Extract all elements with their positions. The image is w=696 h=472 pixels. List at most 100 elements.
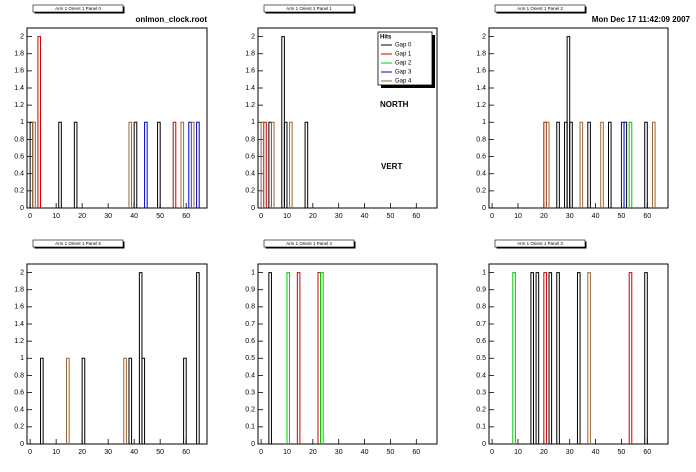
y-tick-label: 1.8 (14, 287, 24, 294)
histogram-bin (123, 357, 127, 444)
histogram-bin (73, 121, 78, 208)
y-tick-label: 1 (251, 119, 255, 126)
y-tick-label: 0.6 (245, 338, 255, 345)
y-tick-label: 0.2 (476, 407, 486, 414)
title-box (494, 239, 586, 248)
title-box (494, 4, 586, 13)
x-tick-label: 40 (592, 213, 600, 220)
histogram-bin (628, 121, 633, 208)
histogram-bin (260, 121, 265, 208)
y-tick-label: 1.2 (14, 338, 24, 345)
histogram-bin (37, 36, 42, 208)
y-tick-label: 0.7 (245, 321, 255, 328)
y-tick-label: 0.4 (245, 372, 255, 379)
y-tick-label: 1.4 (14, 321, 24, 328)
y-tick-label: 1.6 (476, 68, 486, 75)
histogram-bin (587, 272, 591, 444)
y-tick-label: 1.4 (245, 85, 255, 92)
x-tick-label: 20 (540, 213, 548, 220)
y-tick-label: 2 (20, 269, 24, 276)
annotation: VERT (381, 162, 402, 171)
histogram-bin (172, 121, 177, 208)
histogram-bin (548, 272, 553, 444)
y-tick-label: 0.5 (476, 355, 486, 362)
histogram-bin (304, 121, 309, 208)
y-tick-label: 1.2 (476, 102, 486, 109)
panel-title: Arm 1 Orient 1 Panel 3 (517, 241, 563, 246)
x-tick-label: 10 (283, 449, 291, 456)
x-tick-label: 0 (28, 449, 32, 456)
histogram-bin (651, 121, 656, 208)
x-tick-label: 40 (592, 449, 600, 456)
y-tick-label: 0.2 (476, 188, 486, 195)
histogram-bin (180, 121, 185, 208)
y-tick-label: 1.8 (245, 51, 255, 58)
y-tick-label: 0.4 (245, 171, 255, 178)
legend-label: Gap 1 (395, 52, 412, 58)
plot-frame (26, 263, 208, 445)
y-tick-label: 0.6 (14, 389, 24, 396)
y-tick-label: 0.2 (245, 188, 255, 195)
x-tick-label: 30 (566, 213, 574, 220)
y-tick-label: 0.4 (14, 407, 24, 414)
x-tick-label: 0 (490, 213, 494, 220)
histogram-bin (190, 121, 195, 208)
x-tick-label: 40 (361, 213, 369, 220)
panel-title: Arm 1 Orient 1 Panel 1 (286, 6, 332, 11)
y-tick-label: 1.6 (14, 304, 24, 311)
y-tick-label: 0.8 (476, 304, 486, 311)
x-tick-label: 0 (259, 213, 263, 220)
y-tick-label: 1.4 (476, 85, 486, 92)
histogram-bin (66, 357, 70, 444)
histogram-bin (644, 272, 648, 444)
histogram-bin (545, 121, 550, 208)
x-tick-label: 60 (412, 449, 420, 456)
histogram-bin (268, 272, 272, 444)
x-tick-label: 20 (78, 449, 86, 456)
legend-label: Gap 2 (395, 61, 412, 67)
x-tick-label: 50 (387, 213, 395, 220)
y-tick-label: 0.3 (245, 389, 255, 396)
x-tick-label: 10 (283, 213, 291, 220)
y-tick-label: 0.8 (245, 304, 255, 311)
histogram-bin (283, 121, 288, 208)
x-tick-label: 10 (52, 213, 60, 220)
legend-label: Gap 0 (395, 43, 412, 49)
y-tick-label: 0.9 (476, 287, 486, 294)
y-tick-label: 1 (251, 269, 255, 276)
y-tick-label: 0.6 (476, 338, 486, 345)
y-tick-label: 1.2 (245, 102, 255, 109)
histogram-bin (270, 121, 275, 208)
histogram-bin (133, 121, 138, 208)
x-tick-label: 30 (104, 449, 112, 456)
panel-title: Arm 1 Orient 1 Panel 2 (517, 6, 563, 11)
histogram-bin (289, 121, 293, 208)
x-tick-label: 50 (387, 449, 395, 456)
histogram-bin (569, 121, 573, 208)
legend-label: Gap 4 (395, 79, 412, 85)
y-tick-label: 0 (251, 441, 255, 448)
title-box (32, 239, 124, 248)
y-tick-label: 2 (482, 33, 486, 40)
legend-box (377, 31, 433, 86)
title-box (263, 4, 355, 13)
y-tick-label: 0.7 (476, 321, 486, 328)
histogram-bin (296, 272, 301, 444)
y-tick-label: 1.6 (14, 68, 24, 75)
x-tick-label: 30 (104, 213, 112, 220)
panel-title: Arm 1 Orient 1 Panel 4 (286, 241, 332, 246)
y-tick-label: 1 (482, 119, 486, 126)
y-tick-label: 1.6 (245, 68, 255, 75)
histogram-bin (608, 121, 612, 208)
y-tick-label: 0.8 (14, 136, 24, 143)
histogram-bin (183, 357, 187, 444)
y-tick-label: 0.4 (476, 171, 486, 178)
histogram-bin (286, 272, 291, 444)
y-tick-label: 0 (251, 205, 255, 212)
y-tick-label: 0.4 (476, 372, 486, 379)
y-tick-label: 1 (20, 355, 24, 362)
histogram-bin (620, 121, 625, 208)
x-tick-label: 0 (259, 449, 263, 456)
